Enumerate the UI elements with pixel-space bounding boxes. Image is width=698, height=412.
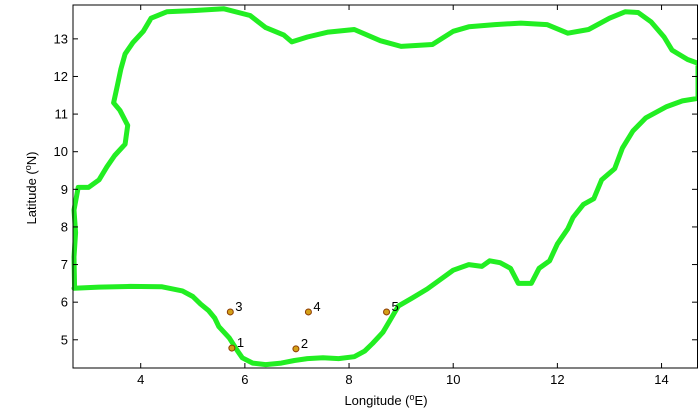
nigeria-boundary-line bbox=[71, 6, 698, 368]
x-tick-label-14: 14 bbox=[654, 372, 668, 387]
site-marker-4 bbox=[304, 308, 312, 316]
y-tick-label-5: 5 bbox=[61, 332, 68, 347]
sampling-sites: 1 2 3 4 5 bbox=[226, 299, 399, 353]
site-label-2: 2 bbox=[301, 336, 308, 351]
y-tick-label-10: 10 bbox=[54, 144, 68, 159]
x-axis-title: Longitude (oE) bbox=[344, 392, 427, 408]
x-tick-label-6: 6 bbox=[241, 372, 248, 387]
x-axis-title-main: Longitude ( bbox=[344, 393, 410, 408]
y-tick-label-9: 9 bbox=[61, 182, 68, 197]
x-axis-title-suffix: E) bbox=[415, 393, 428, 408]
site-marker-5 bbox=[383, 308, 391, 316]
y-tick-label-13: 13 bbox=[54, 31, 68, 46]
x-tick-label-4: 4 bbox=[137, 372, 144, 387]
y-tick-label-8: 8 bbox=[61, 219, 68, 234]
y-axis-title: Latitude (oN) bbox=[23, 152, 39, 225]
site-label-3: 3 bbox=[235, 299, 242, 314]
x-tick-label-12: 12 bbox=[550, 372, 564, 387]
site-label-4: 4 bbox=[313, 299, 320, 314]
site-marker-1 bbox=[228, 344, 236, 352]
y-tick-label-11: 11 bbox=[55, 107, 69, 122]
site-marker-3 bbox=[226, 308, 234, 316]
site-marker-2 bbox=[292, 345, 300, 353]
site-label-1: 1 bbox=[237, 335, 244, 350]
x-tick-label-10: 10 bbox=[446, 372, 460, 387]
x-tick-label-8: 8 bbox=[345, 372, 352, 387]
y-tick-label-6: 6 bbox=[61, 295, 68, 310]
site-label-5: 5 bbox=[392, 299, 399, 314]
plot-area: 1 2 3 4 5 bbox=[71, 6, 698, 368]
y-axis-title-main: Latitude ( bbox=[24, 170, 39, 225]
y-axis-title-suffix: N) bbox=[24, 152, 39, 166]
y-tick-label-12: 12 bbox=[54, 69, 68, 84]
y-tick-label-7: 7 bbox=[61, 257, 68, 272]
y-axis-title-sup: o bbox=[23, 165, 33, 170]
x-axis-title-sup: o bbox=[410, 392, 415, 402]
